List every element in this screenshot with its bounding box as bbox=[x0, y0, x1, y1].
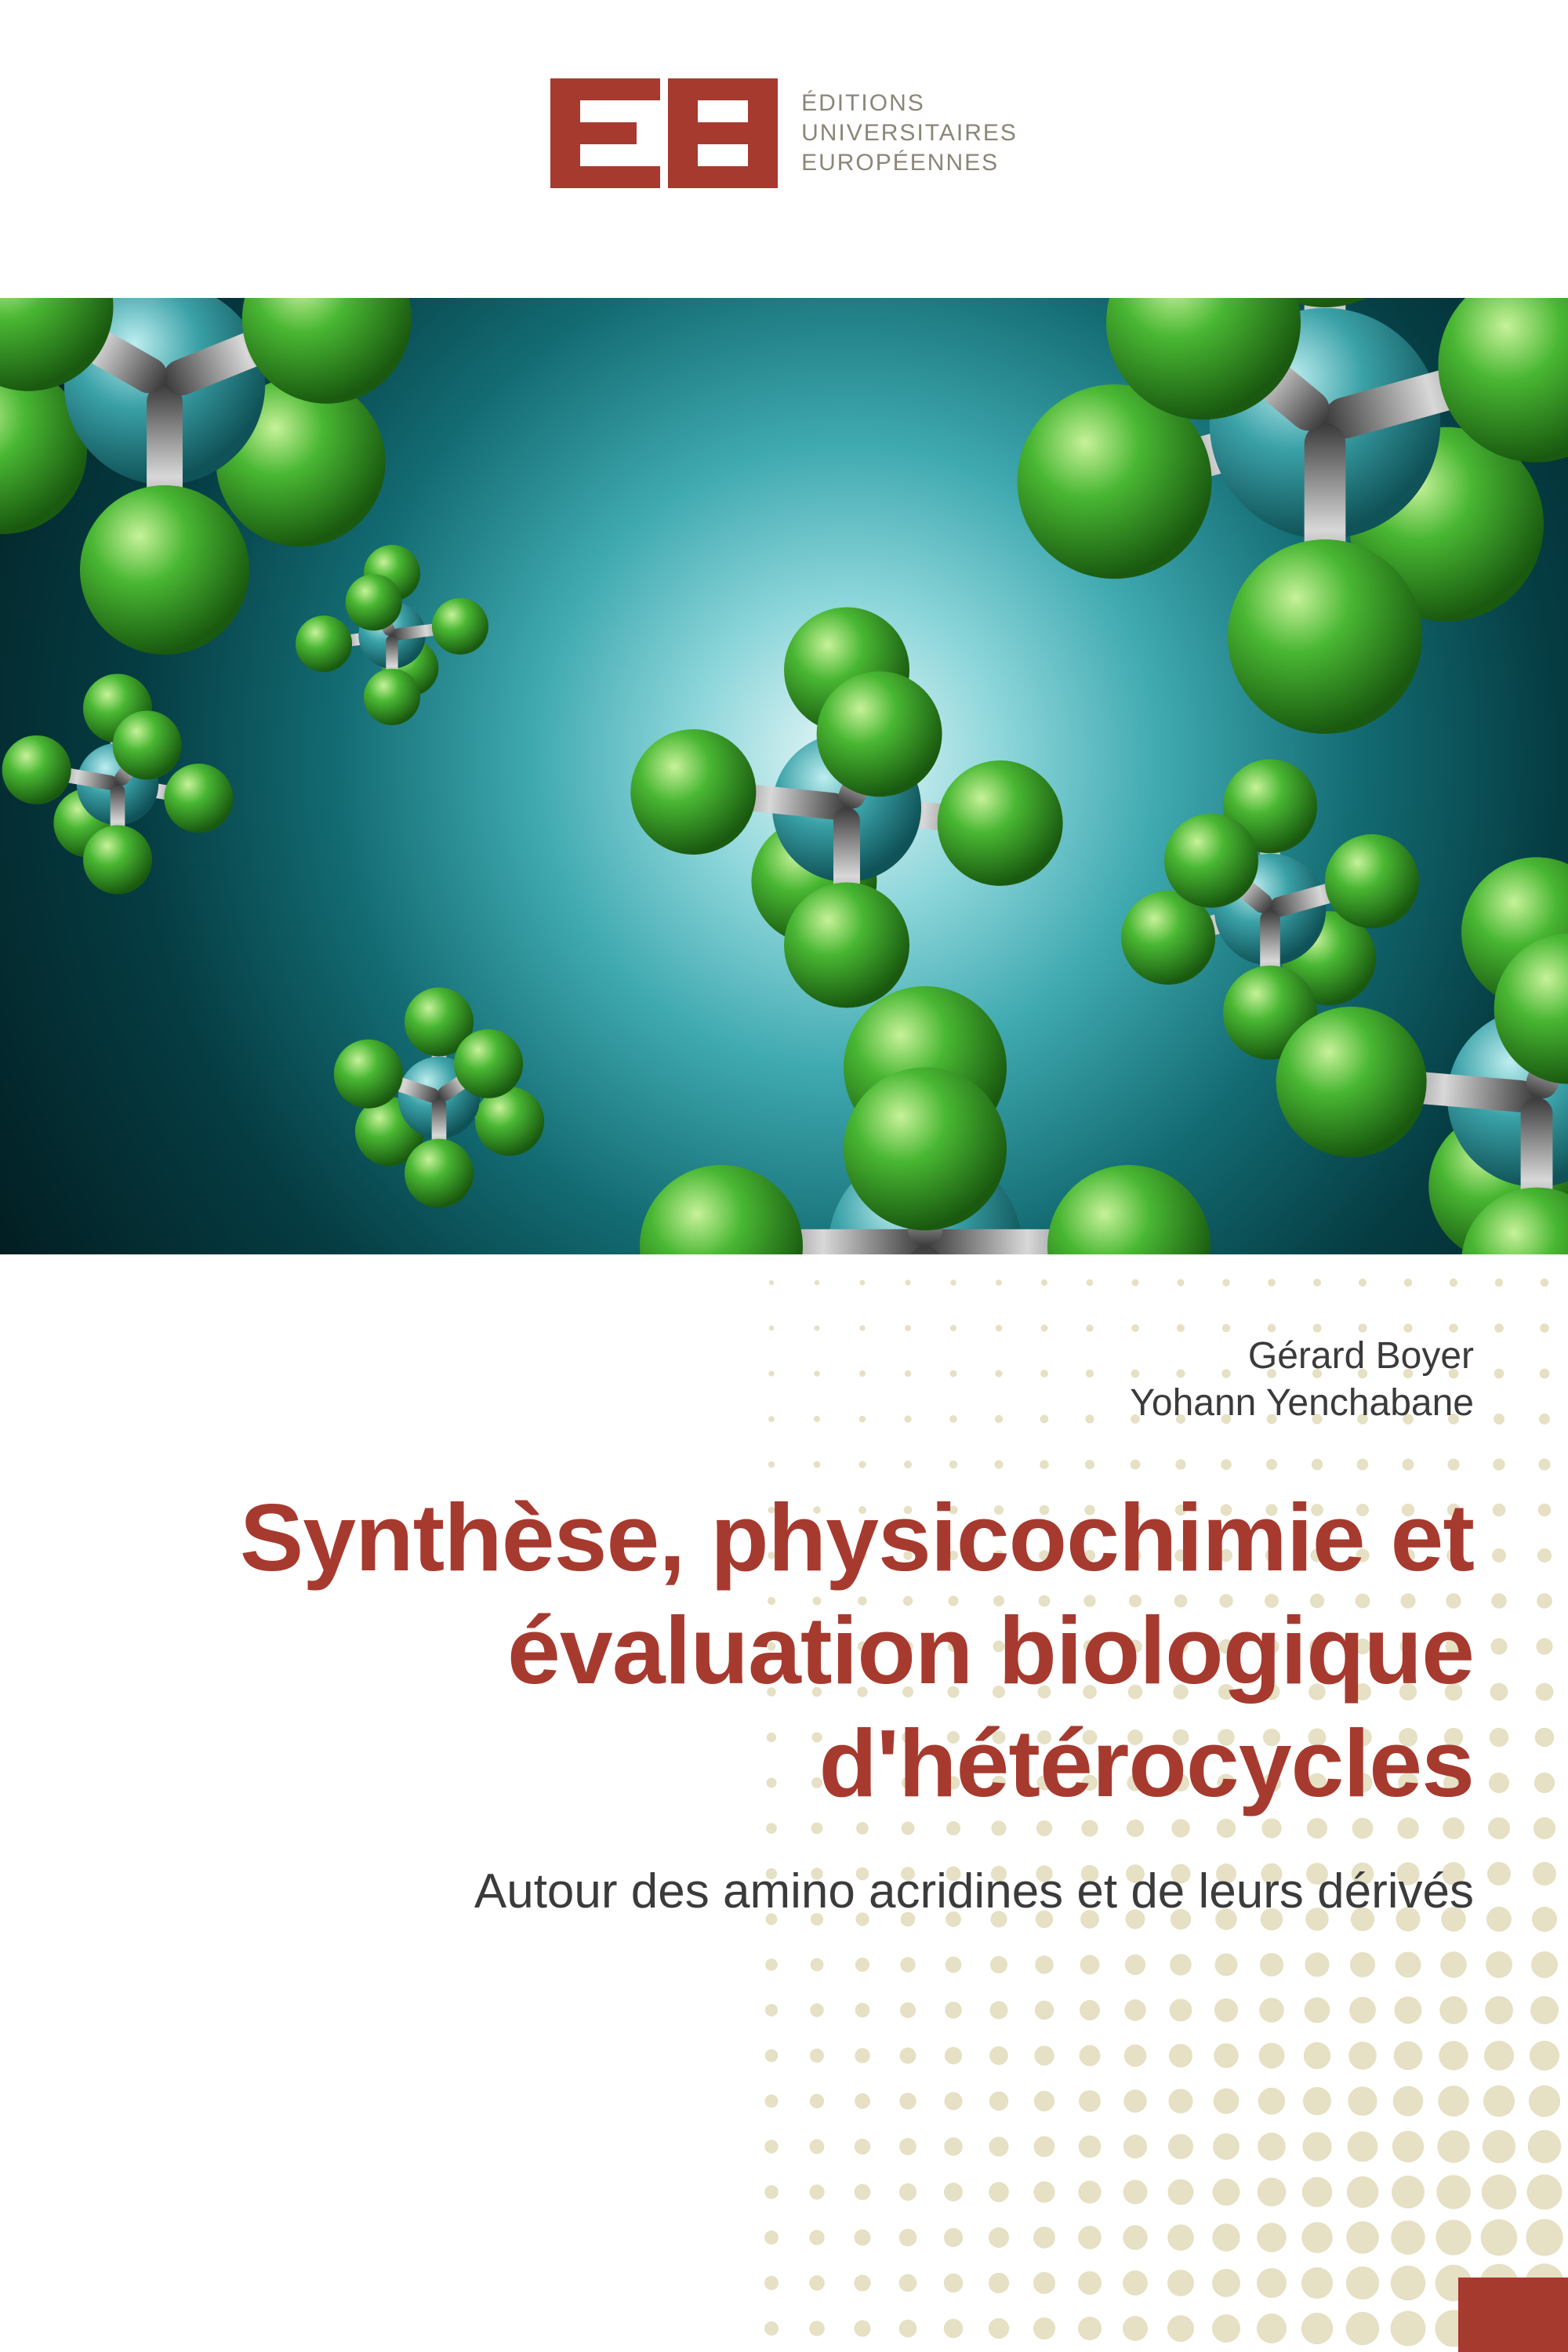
book-subtitle: Autour des amino acridines et de leurs d… bbox=[94, 1864, 1474, 1919]
title-line-2: évaluation biologique bbox=[94, 1595, 1474, 1708]
publisher-logo-mark bbox=[550, 78, 778, 188]
hero-image bbox=[0, 298, 1568, 1254]
author-names: Gérard Boyer Yohann Yenchabane bbox=[94, 1333, 1474, 1427]
title-line-3: d'hétérocycles bbox=[94, 1708, 1474, 1820]
cover-text: Gérard Boyer Yohann Yenchabane Synthèse,… bbox=[94, 1333, 1474, 1919]
publisher-name: ÉDITIONS UNIVERSITAIRES EUROPÉENNES bbox=[801, 90, 1018, 176]
accent-square bbox=[1458, 2278, 1568, 2352]
publisher-line-2: UNIVERSITAIRES bbox=[801, 120, 1018, 147]
publisher-header: ÉDITIONS UNIVERSITAIRES EUROPÉENNES bbox=[0, 78, 1568, 188]
molecules-svg bbox=[0, 298, 1568, 1254]
book-title: Synthèse, physicochimie et évaluation bi… bbox=[94, 1482, 1474, 1820]
publisher-line-1: ÉDITIONS bbox=[801, 90, 1018, 117]
title-line-1: Synthèse, physicochimie et bbox=[94, 1482, 1474, 1595]
publisher-line-3: EUROPÉENNES bbox=[801, 150, 1018, 176]
author-2: Yohann Yenchabane bbox=[94, 1380, 1474, 1427]
author-1: Gérard Boyer bbox=[94, 1333, 1474, 1380]
